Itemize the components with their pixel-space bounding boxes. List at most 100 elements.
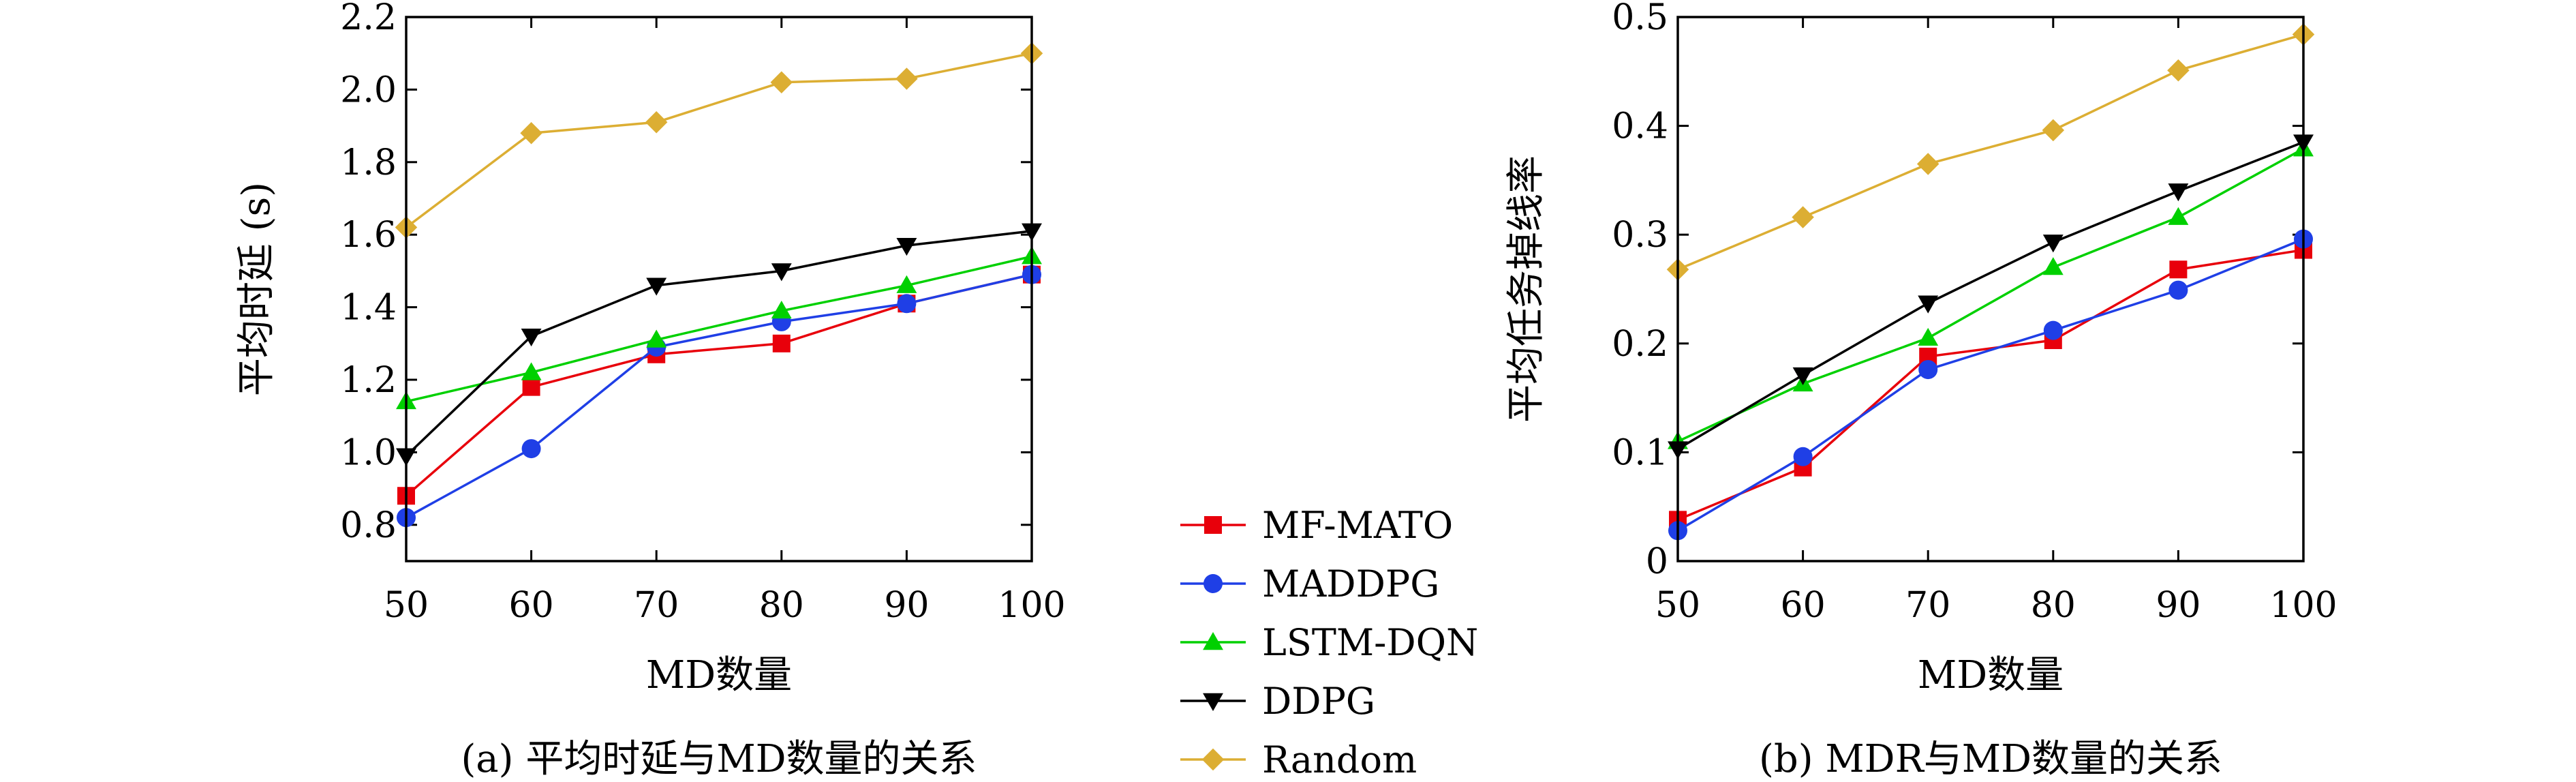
y-tick-label: 0.2 xyxy=(1612,324,1668,365)
data-point xyxy=(521,362,542,380)
data-point xyxy=(1918,295,1939,314)
data-point xyxy=(2042,257,2064,275)
data-point xyxy=(2042,119,2065,142)
y-axis-label: 平均时延 (s) xyxy=(234,182,279,396)
legend-item-random: Random xyxy=(1180,738,1417,781)
x-tick-label: 90 xyxy=(2156,585,2201,626)
y-tick-label: 1.0 xyxy=(340,432,397,473)
series-line xyxy=(405,273,1032,497)
series-random xyxy=(395,42,1043,239)
y-tick-label: 1.8 xyxy=(340,142,397,183)
data-point xyxy=(645,111,668,134)
data-point xyxy=(771,300,792,319)
data-point xyxy=(2168,183,2189,202)
y-tick-label: 0.3 xyxy=(1612,215,1668,256)
data-point xyxy=(772,334,791,352)
legend-label: Random xyxy=(1262,738,1417,781)
x-tick-label: 80 xyxy=(2031,585,2076,626)
data-point xyxy=(2043,320,2063,340)
y-tick-label: 2.0 xyxy=(340,70,397,110)
chart-caption: (b) MDR与MD数量的关系 xyxy=(1759,737,2222,781)
data-point xyxy=(1792,206,1814,228)
y-tick-label: 1.4 xyxy=(340,288,397,329)
data-point xyxy=(2042,235,2064,253)
legend-marker-circle xyxy=(1203,574,1223,593)
legend: MF-MATO MADDPG LSTM-DQN DDPG Random xyxy=(1180,504,1478,781)
y-tick-label: 0.1 xyxy=(1612,432,1668,473)
series-line xyxy=(405,273,1032,519)
legend-item-maddpg: MADDPG xyxy=(1180,562,1439,605)
series-maddpg xyxy=(1668,229,2313,541)
y-tick-label: 0.8 xyxy=(340,505,397,546)
legend-marker-square xyxy=(1204,516,1222,534)
data-point xyxy=(896,237,917,256)
data-point xyxy=(897,294,917,314)
data-point xyxy=(1793,447,1813,466)
series-line xyxy=(1677,248,2304,521)
legend-marker-triangle-down xyxy=(1203,693,1223,711)
data-point xyxy=(521,328,542,347)
data-point xyxy=(646,329,667,348)
data-point xyxy=(1918,360,1938,380)
series-maddpg xyxy=(397,265,1041,528)
data-point xyxy=(646,277,667,296)
y-tick-label: 0.4 xyxy=(1612,106,1668,147)
series-ddpg xyxy=(396,223,1042,466)
data-point xyxy=(2168,280,2188,300)
legend-marker-diamond xyxy=(1201,748,1225,771)
series-lstm-dqn xyxy=(396,246,1042,410)
data-point xyxy=(896,275,917,293)
legend-item-lstm-dqn: LSTM-DQN xyxy=(1180,621,1478,664)
x-tick-label: 70 xyxy=(634,585,679,626)
y-tick-label: 2.2 xyxy=(340,0,397,38)
series-line xyxy=(1677,147,2304,443)
legend-label: LSTM-DQN xyxy=(1262,621,1478,664)
x-tick-label: 100 xyxy=(2269,585,2337,626)
y-tick-label: 1.2 xyxy=(340,360,397,401)
legend-item-ddpg: DDPG xyxy=(1180,680,1375,723)
series-mf-mato xyxy=(1669,241,2312,529)
legend-label: DDPG xyxy=(1262,680,1375,723)
data-point xyxy=(895,67,918,90)
data-point xyxy=(521,439,541,459)
data-point xyxy=(1918,327,1939,346)
data-point xyxy=(771,263,792,282)
series-lstm-dqn xyxy=(1668,138,2314,449)
plot-frame xyxy=(1676,16,2305,562)
series-line xyxy=(405,255,1032,403)
x-axis-label: MD数量 xyxy=(1918,653,2064,697)
y-axis-label: 平均任务掉线率 xyxy=(1504,155,1548,423)
legend-label: MADDPG xyxy=(1262,562,1439,605)
chart-panel-a: 0.8 1.0 1.2 1.4 1.6 1.8 2.0 2.2 50 60 70 80 90 100 MD数… xyxy=(234,0,1066,781)
chart-caption: (a) 平均时延与MD数量的关系 xyxy=(461,737,977,781)
x-tick-label: 70 xyxy=(1905,585,1950,626)
legend-item-mf-mato: MF-MATO xyxy=(1180,504,1453,547)
series-line xyxy=(405,230,1032,457)
x-tick-label: 50 xyxy=(1655,585,1700,626)
data-point xyxy=(2169,260,2188,279)
legend-marker-triangle-up xyxy=(1203,632,1223,650)
x-tick-label: 80 xyxy=(759,585,804,626)
x-tick-label: 60 xyxy=(509,585,554,626)
data-point xyxy=(2167,59,2190,82)
x-axis-label: MD数量 xyxy=(646,653,792,697)
data-point xyxy=(1792,367,1813,386)
series-random xyxy=(1666,23,2315,281)
y-tick-label: 0 xyxy=(1646,541,1668,582)
series-ddpg xyxy=(1668,134,2314,460)
x-tick-label: 100 xyxy=(998,585,1065,626)
series-line xyxy=(1677,33,2304,271)
y-tick-label: 1.6 xyxy=(340,215,397,256)
y-tick-label: 0.5 xyxy=(1612,0,1668,38)
series-line xyxy=(405,52,1032,228)
data-point xyxy=(520,121,542,145)
x-tick-label: 60 xyxy=(1781,585,1826,626)
data-point xyxy=(522,378,540,396)
series-line xyxy=(1677,140,2304,451)
plot-frame xyxy=(405,16,1033,562)
x-tick-label: 50 xyxy=(384,585,429,626)
data-point xyxy=(2168,207,2189,225)
data-point xyxy=(770,71,793,94)
series-line xyxy=(1677,237,2304,532)
